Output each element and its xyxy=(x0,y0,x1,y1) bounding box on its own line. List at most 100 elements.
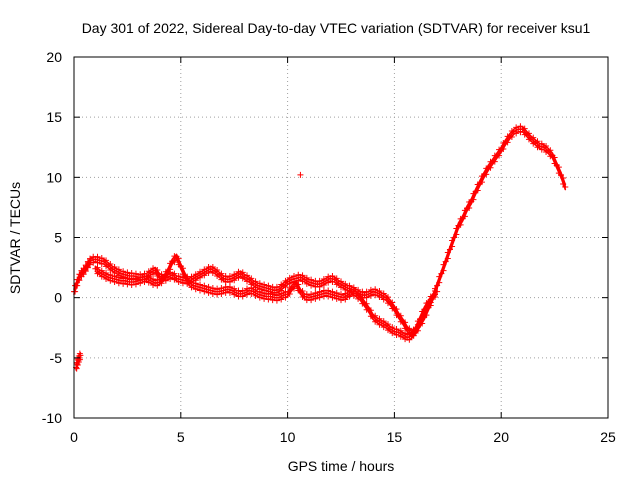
data-point xyxy=(397,312,404,319)
data-point xyxy=(440,261,447,268)
data-point xyxy=(449,243,456,250)
data-point xyxy=(128,276,135,283)
data-point xyxy=(402,319,409,326)
data-point xyxy=(367,292,374,299)
data-point xyxy=(74,282,81,289)
data-point xyxy=(423,306,430,313)
x-tick-label: 20 xyxy=(493,429,509,445)
plot-data xyxy=(71,123,569,372)
data-point xyxy=(158,280,165,287)
y-tick-label: 5 xyxy=(54,230,62,246)
data-point xyxy=(261,289,268,296)
data-point xyxy=(329,273,336,280)
data-point xyxy=(291,285,298,292)
data-point xyxy=(466,205,473,212)
data-point xyxy=(214,266,221,273)
y-tick-label: -10 xyxy=(42,410,62,426)
data-point xyxy=(103,270,110,277)
data-point xyxy=(265,282,272,289)
data-point xyxy=(325,287,332,294)
data-point xyxy=(560,180,567,187)
y-tick-label: 20 xyxy=(46,49,62,65)
x-tick-label: 5 xyxy=(177,429,185,445)
data-point xyxy=(124,269,131,276)
data-point xyxy=(551,154,558,161)
data-point xyxy=(434,288,441,295)
x-axis-label: GPS time / hours xyxy=(288,458,395,474)
x-tick-label: 0 xyxy=(70,429,78,445)
data-point xyxy=(244,291,251,298)
data-point xyxy=(231,277,238,284)
data-point xyxy=(150,276,157,283)
data-point xyxy=(81,266,88,273)
data-point xyxy=(504,139,511,146)
data-point xyxy=(372,286,379,293)
data-point xyxy=(372,312,379,319)
data-point xyxy=(84,264,91,271)
data-point xyxy=(82,268,89,275)
data-point xyxy=(436,279,443,286)
data-point xyxy=(393,306,400,313)
data-point xyxy=(376,315,383,322)
data-point xyxy=(538,140,545,147)
data-point xyxy=(145,273,152,280)
data-point xyxy=(218,291,225,298)
data-point xyxy=(197,281,204,288)
data-point xyxy=(94,264,101,271)
data-point xyxy=(167,266,174,273)
data-point xyxy=(434,282,441,289)
x-tick-label: 15 xyxy=(387,429,403,445)
data-point xyxy=(76,277,83,284)
data-point xyxy=(154,266,161,273)
y-tick-label: 15 xyxy=(46,109,62,125)
data-point xyxy=(534,138,541,145)
data-point xyxy=(111,263,118,270)
data-point xyxy=(325,279,332,286)
data-point xyxy=(295,281,302,288)
data-point xyxy=(184,273,191,280)
data-point xyxy=(376,288,383,295)
data-point xyxy=(248,275,255,282)
data-point xyxy=(256,288,263,295)
data-point xyxy=(491,158,498,165)
data-point xyxy=(256,280,263,287)
x-tick-label: 25 xyxy=(600,429,616,445)
data-point xyxy=(530,134,537,141)
data-point xyxy=(521,125,528,132)
data-point xyxy=(440,267,447,274)
data-point xyxy=(175,255,182,262)
x-tick-label: 10 xyxy=(280,429,296,445)
data-point xyxy=(308,297,315,304)
data-point xyxy=(171,259,178,266)
data-point xyxy=(350,286,357,293)
data-point xyxy=(329,288,336,295)
data-point xyxy=(478,179,485,186)
data-point xyxy=(141,279,148,286)
data-point xyxy=(282,294,289,301)
data-point xyxy=(235,274,242,281)
data-point xyxy=(525,130,532,137)
data-point xyxy=(363,300,370,307)
data-point xyxy=(451,234,458,241)
data-point xyxy=(397,327,404,334)
data-point xyxy=(513,130,520,137)
data-point xyxy=(414,324,421,331)
data-point xyxy=(132,281,139,288)
data-point xyxy=(333,289,340,296)
data-point xyxy=(273,297,280,304)
data-point xyxy=(346,293,353,300)
data-point xyxy=(389,324,396,331)
data-point xyxy=(252,278,259,285)
data-point xyxy=(500,146,507,153)
data-point xyxy=(269,291,276,298)
data-point xyxy=(312,295,319,302)
data-point xyxy=(278,296,285,303)
data-point xyxy=(487,164,494,171)
data-point xyxy=(299,288,306,295)
data-point xyxy=(265,290,272,297)
data-point xyxy=(406,336,413,343)
data-point xyxy=(449,237,456,244)
data-point xyxy=(80,271,87,278)
data-point xyxy=(77,352,84,359)
data-point xyxy=(342,280,349,287)
